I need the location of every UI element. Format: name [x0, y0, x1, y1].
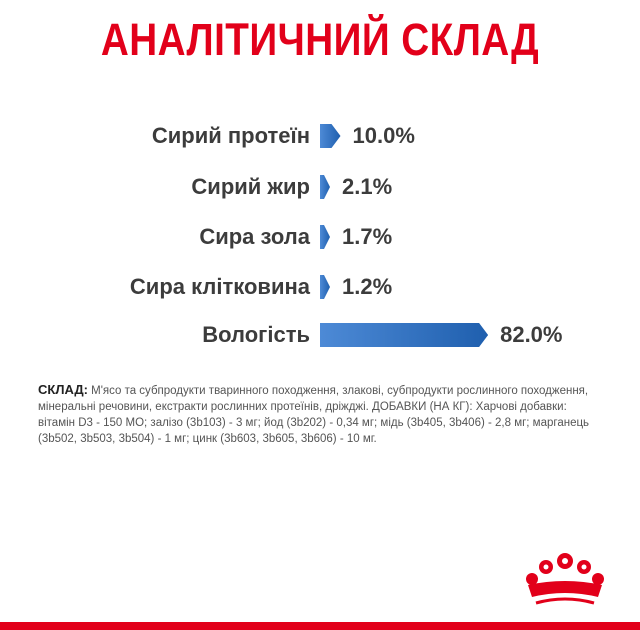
nutrient-row: Вологість 82.0%: [0, 318, 640, 352]
nutrient-row: Сира зола 1.7%: [0, 220, 640, 254]
nutrient-label: Сира зола: [199, 224, 310, 249]
nutrient-row: Сирий протеїн 10.0%: [0, 119, 640, 153]
nutrient-value: 1.2%: [342, 274, 393, 299]
nutrient-label: Сирий протеїн: [151, 123, 310, 148]
nutrient-value: 82.0%: [500, 322, 563, 347]
nutrient-row: Сирий жир 2.1%: [0, 170, 640, 204]
nutrient-bar: [320, 323, 489, 347]
nutrient-value: 10.0%: [352, 123, 415, 148]
nutrient-bar: [320, 275, 330, 299]
nutrient-bar-shape: [320, 225, 330, 249]
nutrient-bar-shape: [320, 323, 489, 347]
nutrient-bar-shape: [320, 124, 341, 148]
nutrient-label: Сира клітковина: [129, 274, 310, 299]
nutrient-row: Сира клітковина 1.2%: [0, 270, 640, 304]
nutrient-bar: [320, 175, 330, 199]
composition-body: М'ясо та субпродукти тваринного походжен…: [38, 385, 590, 445]
nutrient-list: Сирий протеїн 10.0% Сирий жир 2.1% Сира …: [0, 119, 640, 352]
nutrient-value: 2.1%: [342, 174, 393, 199]
composition-text: СКЛАД: М'ясо та субпродукти тваринного п…: [38, 382, 604, 447]
composition-label: СКЛАД:: [38, 382, 88, 397]
bottom-accent-line: [0, 622, 640, 630]
nutrient-label: Сирий жир: [191, 174, 310, 199]
nutrient-bar: [320, 225, 330, 249]
nutrient-label: Вологість: [202, 322, 310, 347]
page-title: АНАЛІТИЧНИЙ СКЛАД: [100, 14, 540, 65]
nutrient-value: 1.7%: [342, 224, 393, 249]
royal-crown-icon: [522, 551, 608, 611]
nutrient-bar-shape: [320, 175, 330, 199]
nutrient-bar-shape: [320, 275, 330, 299]
nutrient-bar: [320, 124, 341, 148]
